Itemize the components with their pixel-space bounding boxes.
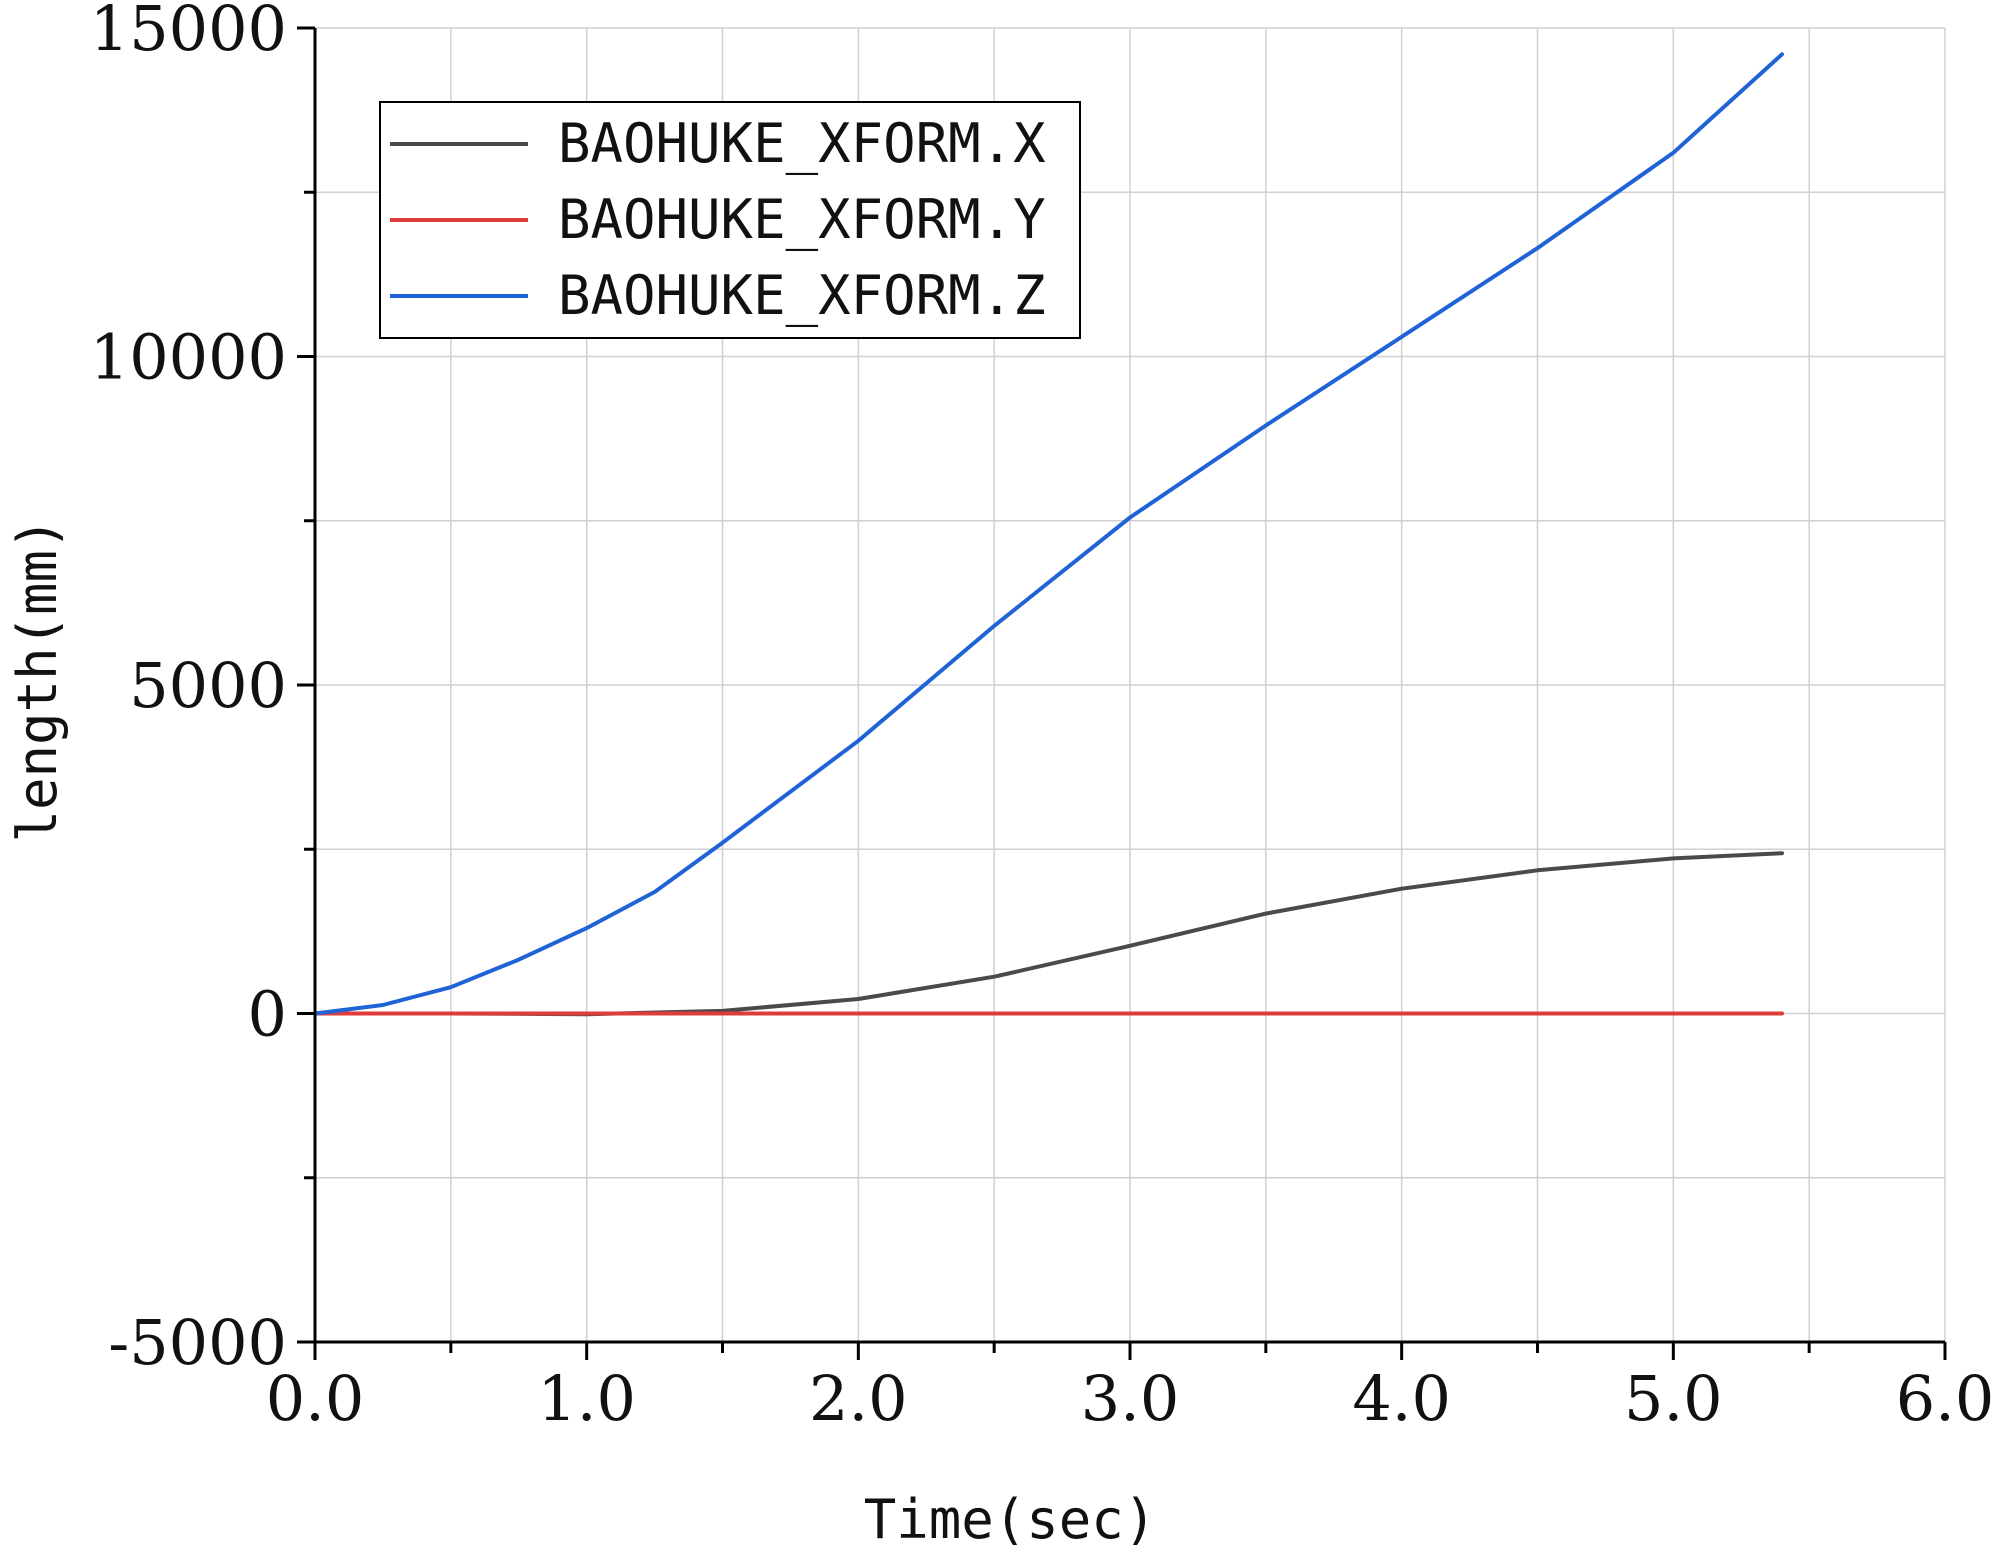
series-line-x — [313, 851, 1784, 1017]
y-tick-label: 15000 — [90, 0, 287, 65]
series-layer — [313, 52, 1784, 1017]
y-axis-ticks: -5000 0 5000 10000 15000 — [90, 0, 315, 1379]
legend: BAOHUKE_XFORM.X BAOHUKE_XFORM.Y BAOHUKE_XF… — [379, 101, 1081, 339]
series-line-z — [313, 52, 1784, 1016]
x-tick-label: 1.0 — [537, 1362, 636, 1435]
x-tick-label: 6.0 — [1896, 1362, 1995, 1435]
y-tick-label: -5000 — [108, 1306, 287, 1379]
x-axis-ticks: 0.0 1.0 2.0 3.0 4.0 5.0 6.0 — [266, 1342, 1995, 1435]
x-tick-label: 0.0 — [266, 1362, 365, 1435]
y-tick-label: 0 — [248, 978, 287, 1051]
x-tick-label: 2.0 — [809, 1362, 908, 1435]
x-tick-label: 5.0 — [1624, 1362, 1723, 1435]
x-tick-label: 4.0 — [1352, 1362, 1451, 1435]
legend-label: BAOHUKE_XFORM.Z — [558, 264, 1046, 327]
y-tick-label: 10000 — [90, 321, 287, 394]
legend-label: BAOHUKE_XFORM.X — [558, 112, 1046, 175]
x-tick-label: 3.0 — [1081, 1362, 1180, 1435]
legend-label: BAOHUKE_XFORM.Y — [558, 188, 1046, 251]
y-tick-label: 5000 — [129, 649, 287, 722]
y-axis-title: length(mm) — [6, 517, 69, 842]
x-axis-title: Time(sec) — [864, 1488, 1157, 1551]
